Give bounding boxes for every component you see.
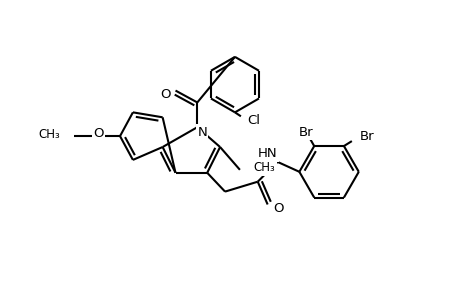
Text: Br: Br bbox=[359, 130, 374, 142]
Text: N: N bbox=[197, 126, 207, 139]
Text: Cl: Cl bbox=[246, 114, 259, 127]
Text: O: O bbox=[273, 202, 284, 215]
Text: CH₃: CH₃ bbox=[253, 161, 275, 174]
Text: HN: HN bbox=[257, 148, 277, 160]
Text: Br: Br bbox=[298, 126, 313, 139]
Text: CH₃: CH₃ bbox=[39, 128, 61, 141]
Text: O: O bbox=[160, 88, 170, 101]
Text: O: O bbox=[93, 127, 103, 140]
